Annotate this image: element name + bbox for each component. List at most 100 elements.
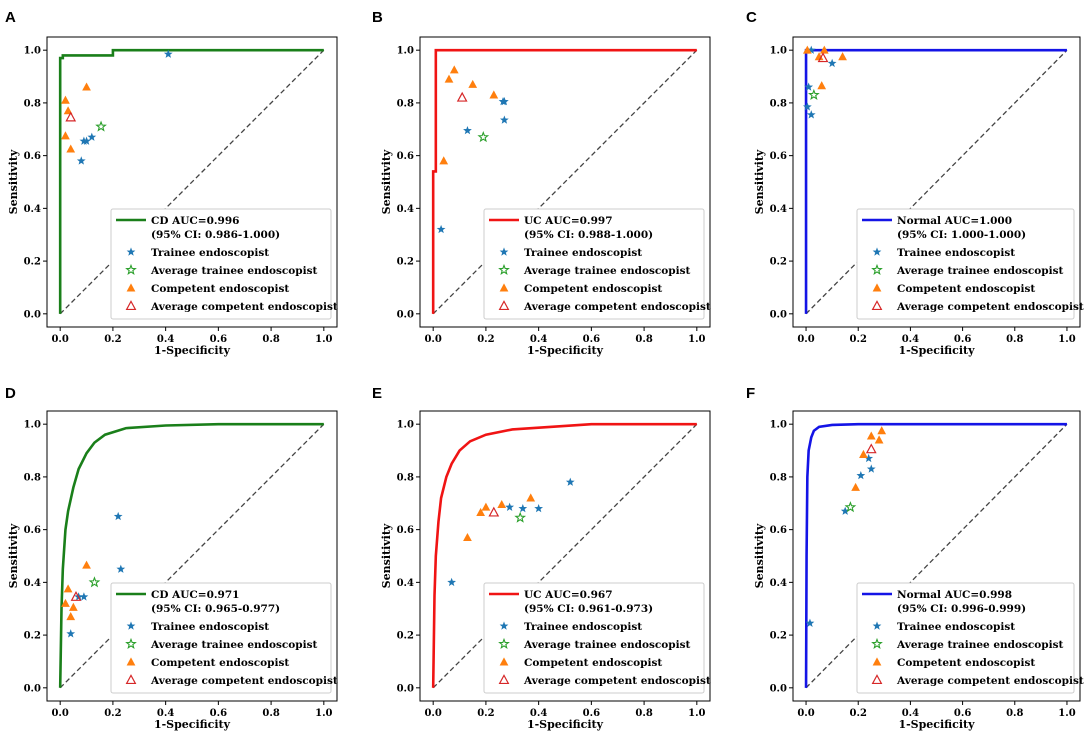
y-tick-label: 0.2 bbox=[397, 257, 414, 268]
legend-entry: Trainee endoscopist bbox=[151, 621, 269, 633]
legend-ci: (95% CI: 0.965-0.977) bbox=[151, 603, 280, 615]
legend-avg-competent-swatch bbox=[871, 300, 883, 311]
x-tick-label: 0.8 bbox=[1006, 334, 1023, 345]
competent-point bbox=[66, 612, 76, 621]
trainee-point bbox=[499, 115, 509, 124]
legend-entry: Average competent endoscopist bbox=[896, 301, 1084, 313]
legend-avg-trainee-swatch bbox=[498, 637, 510, 649]
competent-point bbox=[489, 90, 499, 99]
avg-trainee-point bbox=[514, 511, 527, 523]
legend-auc: Normal AUC=0.998 bbox=[897, 589, 1012, 601]
x-tick-label: 0.8 bbox=[635, 334, 652, 345]
y-tick-label: 0.6 bbox=[397, 151, 414, 162]
y-axis-label: Sensitivity bbox=[380, 149, 393, 214]
trainee-point bbox=[66, 629, 76, 638]
y-tick-label: 0.6 bbox=[770, 525, 787, 536]
trainee-point bbox=[827, 58, 837, 68]
panel-letter: E bbox=[372, 385, 382, 402]
roc-curve bbox=[58, 422, 324, 688]
legend-entry: Competent endoscopist bbox=[151, 283, 289, 295]
competent-point bbox=[63, 106, 73, 115]
legend-ci: (95% CI: 0.986-1.000) bbox=[151, 229, 280, 241]
chance-diagonal bbox=[59, 49, 325, 315]
x-tick-label: 0.6 bbox=[583, 708, 600, 719]
roc-curve bbox=[804, 422, 1067, 688]
legend-competent-swatch bbox=[499, 657, 509, 666]
trainee-point bbox=[805, 618, 815, 627]
panel-letter: B bbox=[372, 9, 383, 26]
y-tick-label: 1.0 bbox=[24, 46, 41, 57]
legend-trainee-swatch bbox=[126, 621, 136, 630]
y-tick-label: 0.2 bbox=[24, 257, 41, 268]
plot-frame bbox=[792, 36, 1081, 328]
competent-point bbox=[82, 82, 91, 91]
y-tick-label: 0.0 bbox=[770, 683, 787, 694]
legend-entry: Average trainee endoscopist bbox=[896, 265, 1064, 277]
legend-avg-competent-swatch bbox=[125, 300, 137, 311]
competent-point bbox=[877, 426, 887, 435]
y-tick-label: 0.6 bbox=[770, 151, 787, 162]
x-tick-label: 0.2 bbox=[477, 334, 494, 345]
competent-point bbox=[851, 482, 860, 491]
x-tick-label: 0.2 bbox=[477, 708, 494, 719]
competent-point bbox=[866, 431, 876, 440]
legend-box bbox=[483, 208, 705, 320]
legend-entry: Trainee endoscopist bbox=[897, 247, 1015, 259]
x-tick-label: 0.8 bbox=[1006, 708, 1023, 719]
avg-competent-point bbox=[817, 52, 829, 63]
y-tick-label: 0.4 bbox=[770, 578, 787, 589]
avg-competent-point bbox=[65, 111, 77, 122]
competent-point bbox=[66, 144, 76, 153]
chance-diagonal bbox=[805, 423, 1068, 689]
legend-entry: Average competent endoscopist bbox=[523, 301, 711, 313]
legend-auc: Normal AUC=1.000 bbox=[897, 215, 1012, 227]
x-tick-label: 0.0 bbox=[797, 334, 814, 345]
legend-auc: CD AUC=0.971 bbox=[151, 589, 239, 601]
avg-trainee-point bbox=[88, 576, 101, 588]
x-tick-label: 0.6 bbox=[210, 334, 227, 345]
avg-trainee-point bbox=[808, 88, 820, 100]
legend-box bbox=[110, 208, 332, 320]
competent-point bbox=[802, 45, 812, 54]
roc-panel-e: E 0.0 0.0 0.2 0.2 0.4 0.4 0.6 0.6 0.8 0.8 1.0 1.0 1-S… bbox=[372, 385, 711, 731]
avg-competent-point bbox=[456, 91, 468, 102]
x-tick-label: 0.6 bbox=[583, 334, 600, 345]
competent-point bbox=[817, 81, 827, 90]
plot-frame bbox=[419, 410, 711, 702]
competent-point bbox=[68, 602, 78, 611]
legend-trainee-swatch bbox=[499, 247, 509, 256]
x-tick-label: 1.0 bbox=[688, 708, 705, 719]
competent-point bbox=[61, 598, 70, 607]
legend-entry: Average trainee endoscopist bbox=[150, 639, 318, 651]
competent-point bbox=[526, 493, 536, 502]
legend-auc: UC AUC=0.967 bbox=[524, 589, 613, 601]
legend-ci: (95% CI: 0.996-0.999) bbox=[897, 603, 1026, 615]
trainee-point bbox=[447, 577, 457, 587]
trainee-point bbox=[806, 45, 816, 54]
x-axis-label: 1-Specificity bbox=[898, 718, 975, 731]
plot-frame bbox=[419, 36, 711, 328]
y-tick-label: 1.0 bbox=[24, 420, 41, 431]
y-tick-label: 0.6 bbox=[397, 525, 414, 536]
y-tick-label: 1.0 bbox=[770, 420, 787, 431]
legend-competent-swatch bbox=[126, 657, 136, 666]
y-axis-label: Sensitivity bbox=[7, 523, 20, 588]
trainee-point bbox=[82, 136, 91, 145]
competent-point bbox=[449, 65, 459, 74]
x-tick-label: 0.6 bbox=[954, 708, 971, 719]
legend-avg-competent-swatch bbox=[498, 300, 510, 311]
legend-entry: Average competent endoscopist bbox=[523, 675, 711, 687]
legend-avg-competent-swatch bbox=[498, 674, 510, 685]
legend-entry: Trainee endoscopist bbox=[524, 247, 642, 259]
trainee-point bbox=[534, 503, 544, 513]
legend: Normal AUC=0.998 (95% CI: 0.996-0.999) Tra… bbox=[856, 582, 1084, 694]
y-tick-label: 0.4 bbox=[397, 204, 414, 215]
legend: Normal AUC=1.000 (95% CI: 1.000-1.000) Tra… bbox=[856, 208, 1084, 320]
trainee-point bbox=[518, 503, 528, 513]
plot-frame bbox=[792, 410, 1081, 702]
roc-panel-f: F 0.0 0.0 0.2 0.2 0.4 0.4 0.6 0.6 0.8 0.8 1.0 1.0 1-S… bbox=[746, 385, 1084, 731]
legend: CD AUC=0.971 (95% CI: 0.965-0.977) Trainee… bbox=[110, 582, 338, 694]
competent-point bbox=[814, 52, 824, 61]
avg-trainee-point bbox=[844, 501, 857, 513]
competent-point bbox=[444, 74, 454, 83]
